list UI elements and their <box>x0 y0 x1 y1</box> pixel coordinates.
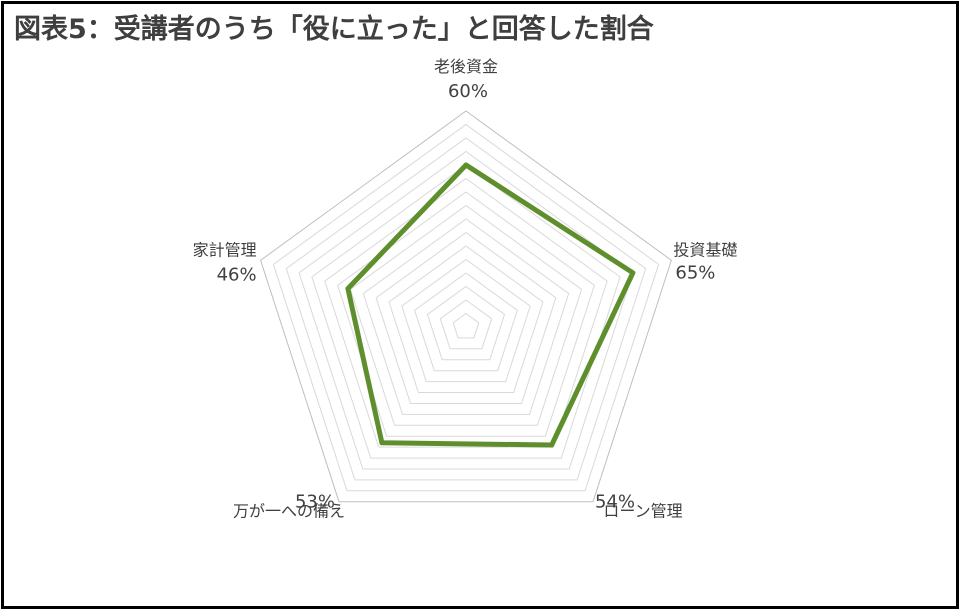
radar-outer-ring <box>260 110 672 503</box>
data-series-line <box>345 162 636 448</box>
radar-gridline <box>401 258 531 383</box>
data-label-2: 65% <box>675 262 715 283</box>
radar-gridline <box>439 299 493 350</box>
radar-gridline <box>337 191 595 437</box>
radar-gridline <box>272 123 660 492</box>
data-label-3: 54% <box>595 492 635 513</box>
axis-label-3: ローン管理 <box>603 502 682 521</box>
data-label-4: 53% <box>295 492 335 513</box>
radar-gridline <box>311 164 621 459</box>
radar-gridline <box>285 137 647 481</box>
radar-gridline <box>298 150 634 470</box>
axis-label-2: 投資基礎 <box>673 240 737 259</box>
data-label-5: 46% <box>217 264 257 285</box>
data-label-1: 60% <box>448 81 488 102</box>
chart-title: 図表5：受講者のうち「役に立った」と回答した割合 <box>14 14 654 45</box>
radar-gridline <box>414 272 518 372</box>
radar-gridline <box>375 231 557 404</box>
axis-label-5: 家計管理 <box>193 240 257 259</box>
radar-gridline <box>349 204 583 426</box>
radar-gridline <box>426 285 506 361</box>
radar-gridline <box>324 177 608 448</box>
radar-gridline <box>388 245 544 393</box>
axis-label-1: 老後資金 <box>434 57 498 76</box>
axis-label-4: 万が一への備え <box>233 502 345 521</box>
radar-gridline <box>452 312 480 339</box>
radar-gridline <box>362 218 570 415</box>
